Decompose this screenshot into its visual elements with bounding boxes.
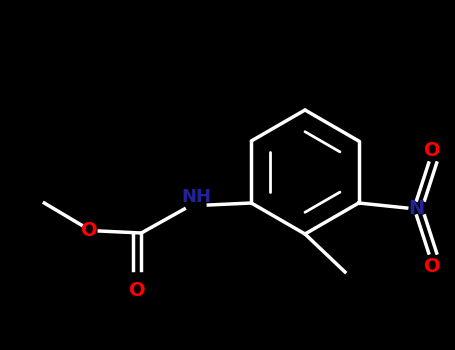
Text: O: O	[129, 280, 146, 300]
Text: NH: NH	[181, 188, 211, 206]
Text: N: N	[409, 198, 425, 217]
Text: O: O	[81, 222, 98, 240]
Text: O: O	[425, 140, 441, 160]
Text: O: O	[425, 257, 441, 275]
